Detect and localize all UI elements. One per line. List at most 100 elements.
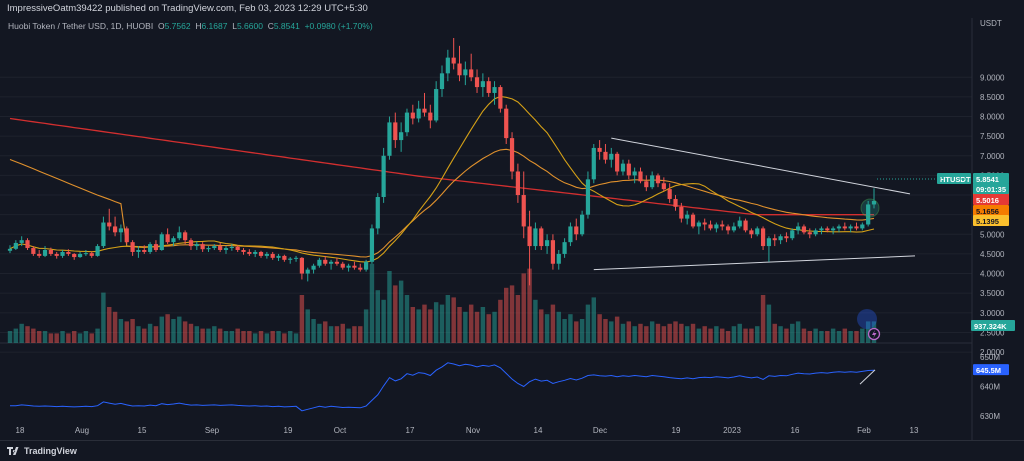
- oscillator-tag: 645.5M: [976, 366, 1001, 375]
- symbol-name[interactable]: Huobi Token / Tether USD, 1D, HUOBI: [8, 21, 154, 31]
- moving-averages: [9, 95, 875, 263]
- candle-body: [393, 122, 398, 141]
- candle-body: [101, 222, 106, 247]
- candle-body: [264, 253, 269, 256]
- price-tick-label: 2.5000: [980, 328, 1005, 337]
- candle-body: [42, 250, 48, 256]
- candle-body: [539, 228, 544, 247]
- candle-body: [580, 214, 585, 235]
- candle-body: [848, 226, 853, 229]
- volume-bar: [404, 295, 410, 343]
- volume-bar: [684, 326, 690, 343]
- volume-bar: [696, 328, 702, 343]
- candle-body: [772, 238, 777, 241]
- candle-body: [428, 112, 433, 121]
- volume-bar: [644, 326, 649, 343]
- candle-body: [831, 228, 836, 231]
- volume-bar: [731, 326, 737, 343]
- volume-bar: [533, 299, 538, 343]
- volume-bar: [836, 331, 842, 343]
- volume-bar: [620, 323, 626, 343]
- volume-bar: [270, 331, 275, 343]
- volume-bar: [848, 331, 853, 343]
- candle-body: [66, 251, 71, 254]
- volume-bar: [521, 273, 526, 343]
- volume-bar: [550, 304, 556, 343]
- volume-bar: [340, 323, 345, 343]
- volume-bar: [492, 311, 497, 343]
- volume-bar: [807, 331, 813, 343]
- footer: TradingView: [0, 440, 1024, 461]
- volume-bar: [603, 319, 608, 343]
- candle-body: [124, 228, 129, 243]
- candle-body: [439, 73, 445, 90]
- time-tick-label: 17: [406, 426, 415, 435]
- candle-body: [591, 147, 596, 180]
- candlesticks: [7, 38, 877, 286]
- volume-bar: [574, 321, 579, 343]
- volume-bar: [673, 321, 678, 343]
- volume-bar: [556, 311, 561, 343]
- candle-body: [871, 200, 877, 205]
- price-tick-label: 3.0000: [980, 309, 1005, 318]
- volume-bar: [71, 331, 77, 343]
- volume-bar: [48, 333, 54, 343]
- price-chart[interactable]: USDT9.00008.50008.00007.50007.00006.5000…: [0, 0, 1024, 440]
- volume-bar: [60, 331, 65, 343]
- candle-body: [796, 226, 801, 231]
- price-tick-label: 8.0000: [980, 113, 1005, 122]
- volume-bar: [585, 304, 591, 343]
- candle-body: [258, 251, 264, 256]
- volume-bar: [381, 299, 386, 343]
- candle-body: [171, 238, 176, 243]
- price-tag-yellow-bg: [973, 215, 1009, 226]
- volume-bar: [515, 295, 521, 343]
- candle-body: [19, 240, 24, 243]
- candle-body: [95, 246, 100, 256]
- volume-bar: [819, 331, 824, 343]
- volume-bar: [363, 309, 369, 343]
- volume-bar: [13, 328, 19, 343]
- volume-bar: [42, 331, 48, 343]
- price-tick-label: 7.5000: [980, 132, 1005, 141]
- candle-body: [486, 81, 491, 93]
- volume-bar: [212, 326, 217, 343]
- volume-bar: [655, 323, 661, 343]
- candle-body: [218, 246, 223, 250]
- volume-bar: [410, 307, 416, 343]
- volume-bar: [229, 331, 235, 343]
- candle-body: [504, 108, 509, 139]
- candle-body: [620, 163, 626, 172]
- volume-bar: [790, 323, 795, 343]
- candle-body: [533, 228, 538, 247]
- candle-body: [299, 257, 304, 274]
- candle-body: [702, 222, 707, 225]
- candle-body: [615, 153, 620, 172]
- volume-bar: [854, 331, 859, 343]
- candle-body: [31, 248, 36, 254]
- candle-body: [866, 204, 871, 225]
- volume-bar: [101, 292, 106, 343]
- volume-bar: [194, 326, 200, 343]
- candle-body: [737, 220, 742, 227]
- volume-bar: [317, 323, 322, 343]
- candle-body: [556, 253, 561, 264]
- candle-body: [293, 257, 299, 259]
- volume-bar: [276, 331, 281, 343]
- candle-body: [83, 253, 88, 255]
- candle-body: [632, 171, 637, 176]
- volume-bar: [661, 326, 667, 343]
- price-tag-orange: 5.1656: [976, 207, 999, 216]
- candle-body: [778, 236, 783, 241]
- tradingview-logo[interactable]: TradingView: [7, 446, 77, 456]
- volume-bar: [474, 311, 480, 343]
- candle-body: [597, 147, 602, 152]
- candle-body: [387, 122, 392, 156]
- volume-bar: [626, 321, 632, 343]
- candle-body: [445, 57, 450, 74]
- volume-bar: [737, 323, 742, 343]
- volume-bar: [784, 328, 789, 343]
- candle-body: [311, 265, 316, 270]
- volume-bar: [451, 297, 456, 343]
- publish-bar: ImpressiveOatm39422 published on Trading…: [0, 0, 1024, 18]
